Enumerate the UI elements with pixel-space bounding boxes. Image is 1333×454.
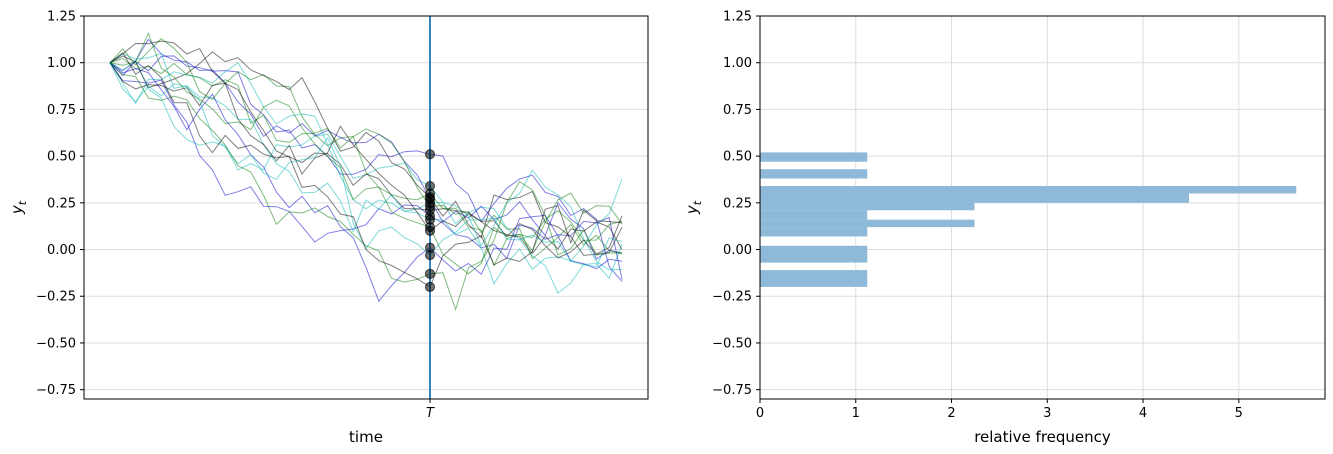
- histogram-bar: [760, 219, 975, 228]
- left-y-ticks: −0.75 −0.50 −0.25 0.00 0.25 0.50 0.75 1.00 1.25: [36, 10, 84, 398]
- value-at-T-marker: [425, 281, 435, 292]
- right-x-tick-label: 0: [756, 406, 764, 421]
- right-x-tick-label: 2: [947, 406, 955, 421]
- sample-path-line: [109, 38, 623, 260]
- histogram-bar: [760, 270, 868, 287]
- right-y-tick-label: 0.25: [723, 196, 752, 211]
- histogram-bar: [760, 210, 868, 220]
- right-y-axis-label-main: y: [683, 204, 701, 215]
- left-y-tick-label: 0.25: [47, 196, 76, 211]
- left-x-tick: T: [426, 399, 435, 421]
- right-y-axis-label-sub: t: [691, 200, 704, 205]
- sample-path-line: [109, 62, 623, 259]
- histogram-bar: [760, 193, 1190, 203]
- right-y-tick-label: 0.00: [723, 243, 752, 258]
- sample-path-line: [109, 31, 623, 275]
- right-x-axis-label: relative frequency: [974, 428, 1111, 446]
- right-y-tick-label: 1.25: [723, 10, 752, 25]
- right-chart: −0.75−0.50−0.250.000.250.500.751.001.25 …: [683, 10, 1326, 446]
- left-y-axis-label-main: y: [8, 204, 26, 215]
- left-y-tick-label: 1.25: [47, 10, 76, 25]
- left-gridlines: [84, 15, 648, 391]
- histogram-bar: [760, 227, 868, 237]
- left-markers-at-T: [425, 149, 435, 292]
- right-y-tick-label: 0.50: [723, 150, 752, 165]
- right-x-tick-label: 4: [1139, 406, 1147, 421]
- right-y-tick-label: −0.75: [712, 383, 752, 398]
- right-y-axis-label: yt: [683, 200, 704, 215]
- right-y-tick-label: 0.75: [723, 103, 752, 118]
- histogram-bar: [760, 169, 868, 179]
- value-at-T-marker: [425, 250, 435, 261]
- right-x-ticks: 0 1 2 3 4 5: [756, 399, 1243, 421]
- right-y-ticks: −0.75 −0.50 −0.25 0.00 0.25 0.50 0.75 1.00 1.25: [712, 10, 760, 398]
- right-x-tick-label: 5: [1235, 406, 1243, 421]
- histogram-bars: [760, 152, 1297, 287]
- sample-path-line: [109, 52, 623, 285]
- value-at-T-marker: [425, 225, 435, 236]
- left-y-tick-label: −0.50: [36, 336, 76, 351]
- right-axes-frame: [759, 15, 1326, 400]
- left-chart: −0.75−0.50−0.250.000.250.500.751.001.25 …: [8, 10, 649, 446]
- right-x-tick-label: 3: [1043, 406, 1051, 421]
- right-y-tick-label: −0.50: [712, 336, 752, 351]
- right-y-tick-label: −0.25: [712, 290, 752, 305]
- right-y-tick-label: 1.00: [723, 56, 752, 71]
- right-gridlines: [759, 15, 1325, 399]
- histogram-bar: [760, 186, 1297, 194]
- sample-path-line: [109, 51, 623, 256]
- sample-path-line: [109, 40, 623, 255]
- right-x-tick-label: 1: [852, 406, 860, 421]
- left-y-tick-label: 0.50: [47, 150, 76, 165]
- value-at-T-marker: [425, 268, 435, 279]
- left-y-axis-label: yt: [8, 200, 29, 215]
- left-y-tick-label: 1.00: [47, 56, 76, 71]
- left-y-axis-label-sub: t: [16, 200, 29, 205]
- x-tick-T-label: T: [426, 406, 435, 421]
- sample-path-line: [109, 62, 623, 303]
- left-y-tick-label: 0.00: [47, 243, 76, 258]
- left-y-tick-label: 0.75: [47, 103, 76, 118]
- left-x-axis-label: time: [349, 428, 383, 446]
- left-axes-frame: [83, 15, 649, 400]
- sample-path-line: [109, 37, 623, 268]
- histogram-bar: [760, 202, 975, 211]
- value-at-T-marker: [425, 149, 435, 160]
- sample-path-line: [109, 62, 623, 312]
- left-sample-paths: [109, 31, 623, 312]
- sample-path-line: [109, 52, 623, 288]
- histogram-bar: [760, 152, 868, 162]
- histogram-bar: [760, 245, 868, 263]
- left-y-tick-label: −0.25: [36, 290, 76, 305]
- sample-path-line: [109, 57, 623, 260]
- left-y-tick-label: −0.75: [36, 383, 76, 398]
